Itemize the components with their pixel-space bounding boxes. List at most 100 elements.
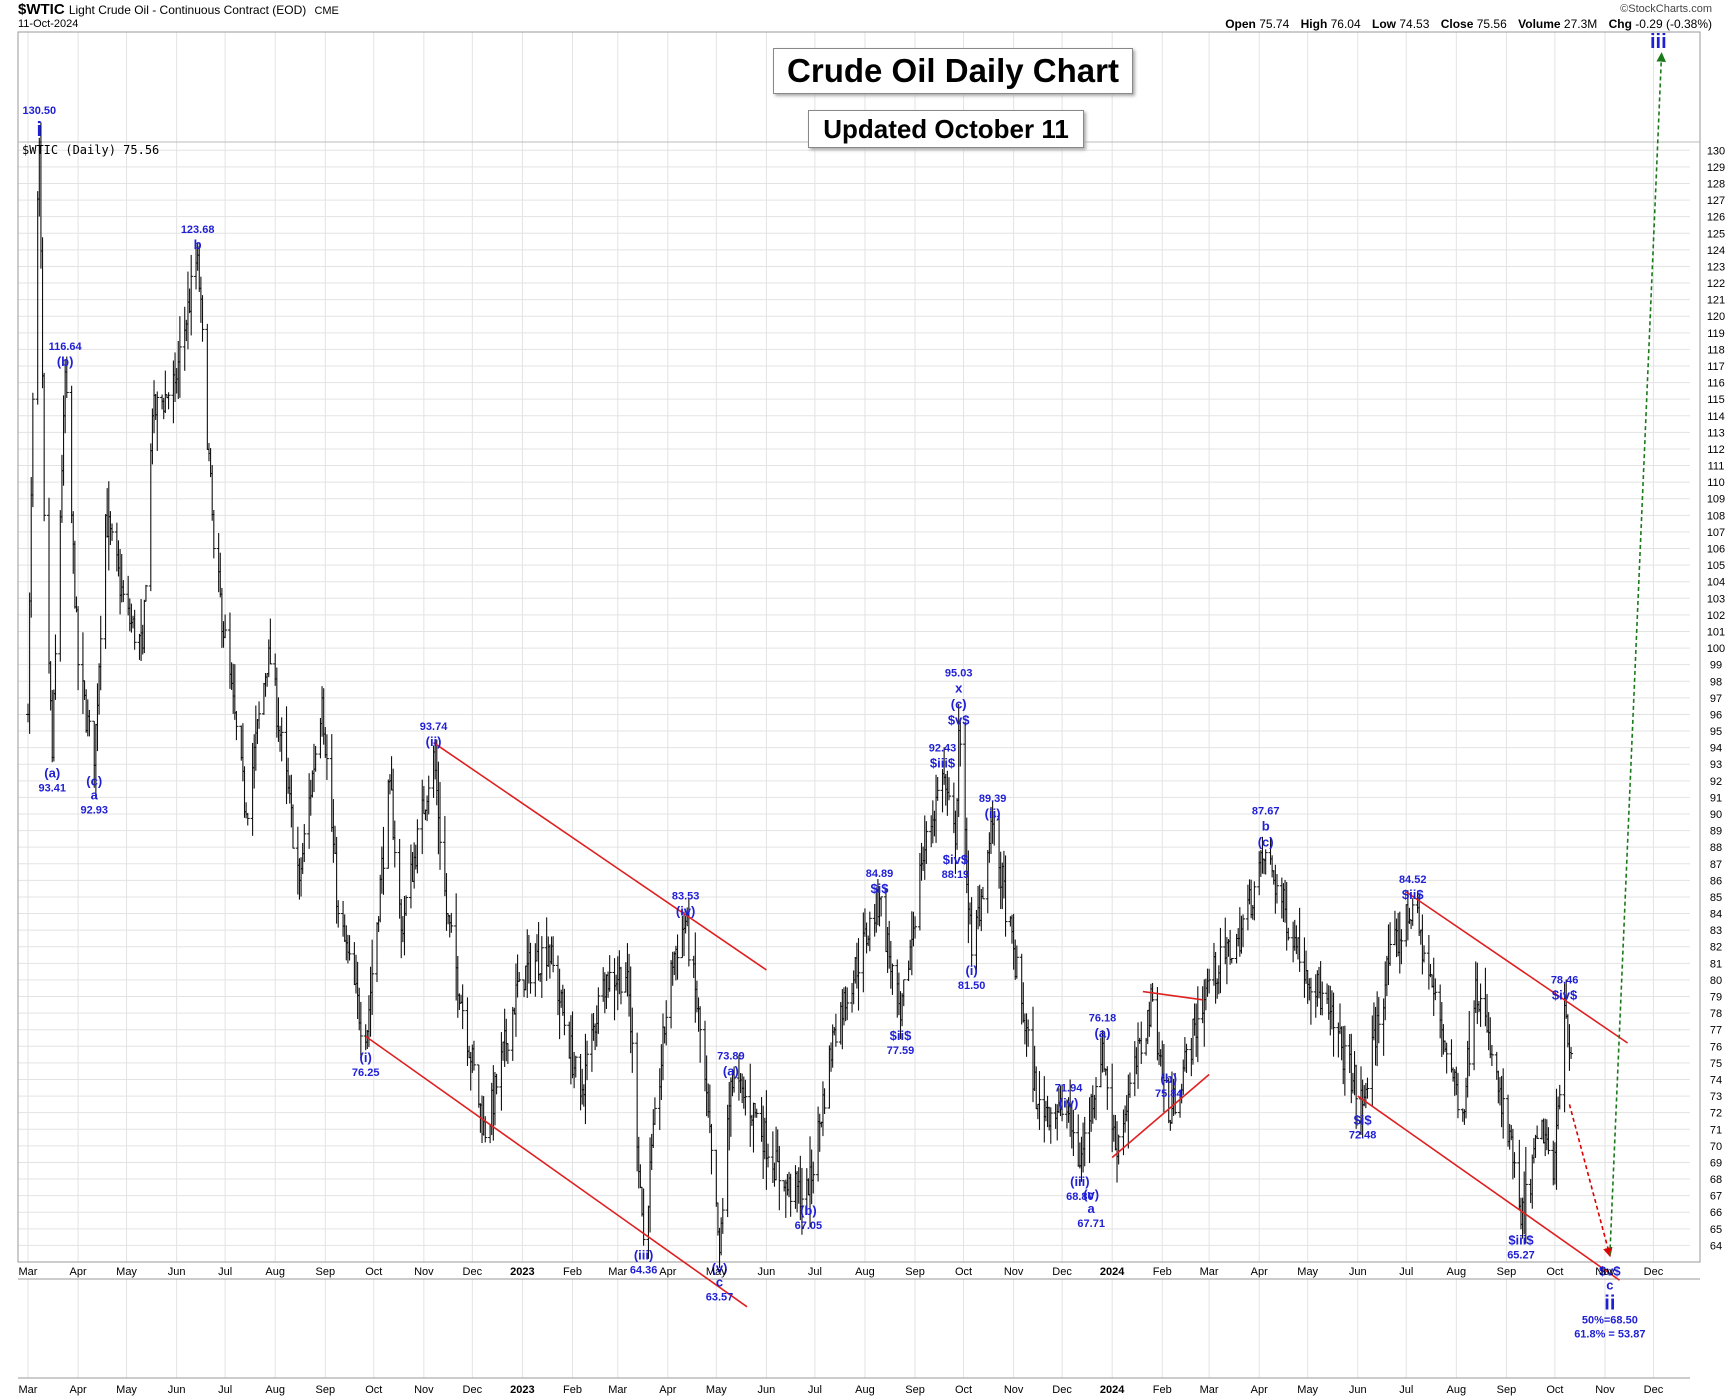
triangle-lower [1111,1073,1210,1159]
ohlc-bar [64,356,69,398]
y-tick-label: 72 [1710,1108,1722,1120]
ohlc-bar [189,254,194,336]
wave-label-line: 73.89 [717,1050,745,1062]
wave-label-line: (i) [965,963,977,978]
x-tick-label: Jul [218,1266,232,1278]
ohlc-label-volume: Volume [1518,17,1561,31]
x-tick-label: Oct [955,1384,972,1396]
ohlc-bar [415,819,420,874]
wave-label-line: 77.59 [887,1045,915,1057]
y-tick-label: 76 [1710,1041,1722,1053]
ohlc-bar [1184,1043,1189,1073]
ohlc-bar [901,979,906,1007]
ohlc-bar [177,316,182,398]
ohlc-bar [969,897,974,966]
wave-label-line: (c) [951,697,967,712]
ohlc-bar [1501,1068,1506,1139]
ohlc-value-close: 75.56 [1476,17,1507,31]
y-tick-label: 113 [1707,427,1725,439]
ohlc-bar [1569,1046,1574,1059]
x-tick-label: Feb [563,1384,582,1396]
x-tick-label: Aug [1447,1384,1467,1396]
x-tick-label: Mar [608,1384,627,1396]
ohlc-bar [935,777,940,801]
ohlc-bar [618,966,623,1005]
y-tick-label: 128 [1707,178,1725,190]
ohlc-bar [630,1007,635,1073]
x-tick-label: Jul [1399,1384,1413,1396]
ohlc-bar [98,615,103,691]
ohlc-bar [42,372,47,522]
y-tick-label: 86 [1710,875,1722,887]
ohlc-bar [1512,1152,1517,1178]
wave-label: $iii$92.43 [929,743,957,771]
wave-label-line: 93.74 [420,721,448,733]
wave-label-line: (c) [1258,835,1274,850]
ohlc-bar [1388,922,1393,966]
x-tick-label: Mar [19,1384,38,1396]
wave-label: $v$(c)x95.03 [945,668,973,728]
ohlc-bar [69,385,74,524]
ohlc-bar [166,392,171,410]
x-tick-label: Feb [1153,1384,1172,1396]
wave-label-line: $ii$ [1402,887,1424,902]
wave-label-line: (i) [360,1050,372,1065]
wave-label-line: (a) [1095,1025,1111,1040]
x-tick-label: Sep [1497,1266,1517,1278]
ohlc-bar [562,988,567,1036]
y-tick-label: 73 [1710,1091,1722,1103]
ohlc-bar [714,1149,719,1207]
ohlc-bar [879,896,884,917]
y-tick-label: 90 [1710,809,1722,821]
ohlc-bar [392,820,397,868]
y-tick-label: 80 [1710,975,1722,987]
ohlc-bar [381,826,386,895]
ohlc-bar [766,1143,771,1168]
y-tick-label: 78 [1710,1008,1722,1020]
ohlc-label-low: Low [1372,17,1396,31]
ohlc-bar [1116,1134,1121,1165]
ohlc-bar [336,900,341,928]
ohlc-bar [536,922,541,981]
wave-label-line: 50%=68.50 [1582,1314,1638,1326]
ohlc-bar [53,634,58,700]
ohlc-bar [732,1066,737,1093]
wave-label-line: 95.03 [945,668,973,680]
ohlc-bar [426,775,431,815]
y-tick-label: 109 [1707,494,1725,506]
ohlc-bar [1557,1084,1562,1110]
x-axis: Mar Apr May Jun Jul Aug Sep Oct Nov Dec 2023 Feb Mar… [19,1266,1664,1278]
ohlc-bar [1094,1076,1099,1121]
ohlc-bar [675,934,680,980]
ohlc-bar [1139,1021,1144,1064]
x-tick-label: May [706,1266,727,1278]
ohlc-bar [438,782,443,870]
y-tick-label: 91 [1710,792,1722,804]
chart-date: 11-Oct-2024 [18,18,79,30]
wave-label: (c)b87.67 [1252,806,1280,850]
ohlc-bar [607,955,612,992]
wave-label-line: 75.84 [1155,1088,1183,1100]
y-tick-label: 97 [1710,693,1722,705]
wave-label-line: ii [1604,1292,1615,1314]
x-tick-label: Feb [1153,1266,1172,1278]
wave-label-line: $iii$ [1508,1232,1534,1247]
wave-label-line: iii [1650,31,1667,53]
wave-label: (iii) 64.36 [630,1247,658,1276]
channel-1-lower [365,1035,748,1308]
y-tick-label: 115 [1707,394,1725,406]
y-tick-label: 81 [1710,958,1722,970]
wave-label: $i$ 72.48 [1349,1113,1377,1142]
ohlc-bar [1252,881,1257,921]
x-tick-label: Mar [1200,1266,1219,1278]
x-tick-label: Nov [1595,1384,1615,1396]
ohlc-bar [822,1088,827,1114]
wave-label: (a) 93.41 [38,765,66,794]
wave-label-line: a [91,787,99,802]
wave-label-line: 81.50 [958,980,986,992]
ohlc-bar [1082,1116,1087,1167]
wave-label: $ii$84.52 [1399,874,1427,902]
x-tick-label: Jun [168,1266,186,1278]
y-tick-label: 103 [1707,593,1725,605]
